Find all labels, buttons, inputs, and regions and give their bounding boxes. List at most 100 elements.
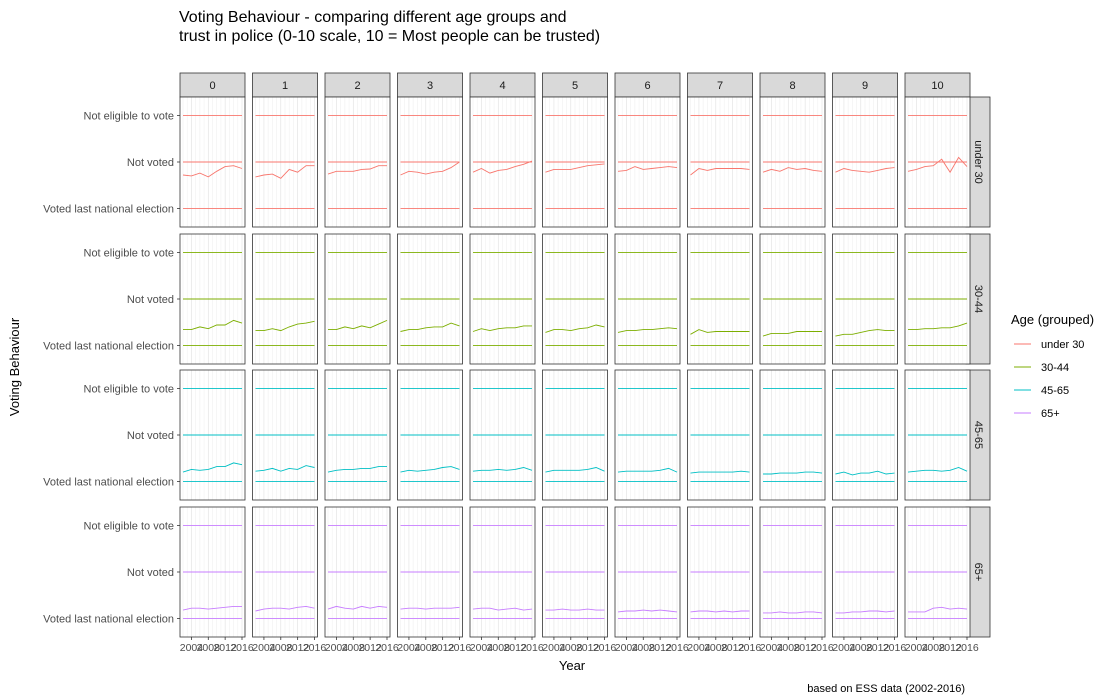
x-tick-label: 2016 xyxy=(303,642,327,654)
x-tick-label: 2012 xyxy=(431,642,455,654)
x-tick-label: 2008 xyxy=(777,642,801,654)
facet-strip-col xyxy=(542,72,608,98)
panel-border xyxy=(397,96,463,228)
facet-panel xyxy=(397,233,463,365)
facet-panel xyxy=(759,233,826,365)
panel-border xyxy=(832,506,898,638)
panel-border xyxy=(252,506,318,638)
legend-title: Age (grouped) xyxy=(1011,312,1094,327)
series-line-45-65 xyxy=(545,467,605,473)
series-line-under-30 xyxy=(690,168,750,176)
panel-border xyxy=(469,96,536,228)
y-tick-label: Not eligible to vote xyxy=(84,111,175,123)
panel-border xyxy=(252,369,318,501)
facet-strip-label: 7 xyxy=(717,80,723,92)
facet-panel xyxy=(832,369,898,501)
facet-panel xyxy=(614,506,681,638)
panel-border xyxy=(397,369,463,501)
facet-strip-label: 10 xyxy=(931,80,943,92)
facet-strip-label: 1 xyxy=(282,80,288,92)
facet-panel xyxy=(179,96,246,228)
panel-border xyxy=(397,506,463,638)
facet-panel xyxy=(324,506,391,638)
facet-panel xyxy=(759,369,826,501)
x-tick-label: 2004 xyxy=(542,642,566,654)
x-tick-label: 2008 xyxy=(487,642,511,654)
panel-border xyxy=(759,96,826,228)
facet-panel xyxy=(614,369,681,501)
x-tick-label: 2016 xyxy=(593,642,617,654)
facet-panel xyxy=(252,96,318,228)
facet-strip-col xyxy=(687,72,753,98)
series-line-45-65 xyxy=(907,467,968,473)
legend-label: 30-44 xyxy=(1041,362,1069,374)
facet-strip-label: 2 xyxy=(354,80,360,92)
panel-border xyxy=(324,506,391,638)
y-axis-title: Voting Behaviour xyxy=(7,317,22,416)
facet-panel xyxy=(542,233,608,365)
series-line-45-65 xyxy=(472,467,533,472)
facet-panel xyxy=(687,96,753,228)
panel-border xyxy=(469,506,536,638)
x-tick-label: 2016 xyxy=(520,642,544,654)
panel-border xyxy=(324,369,391,501)
facet-panel xyxy=(324,233,391,365)
facet-panel xyxy=(179,369,246,501)
y-tick-label: Not eligible to vote xyxy=(84,248,175,260)
x-tick-label: 2012 xyxy=(576,642,600,654)
x-tick-label: 2016 xyxy=(665,642,689,654)
facet-panel xyxy=(252,369,318,501)
facet-strip-label: 65+ xyxy=(972,563,984,582)
series-line-45-65 xyxy=(182,462,243,473)
x-tick-label: 2012 xyxy=(793,642,817,654)
series-line-30-44 xyxy=(762,331,822,337)
x-tick-label: 2008 xyxy=(704,642,728,654)
x-tick-label: 2008 xyxy=(559,642,583,654)
facet-strip-col xyxy=(179,72,246,98)
y-tick-label: Not eligible to vote xyxy=(84,384,175,396)
panel-border xyxy=(614,96,681,228)
series-line-65plus xyxy=(545,608,605,611)
series-line-30-44 xyxy=(472,325,532,332)
series-line-65plus xyxy=(182,605,242,611)
facet-panel xyxy=(759,506,826,638)
panel-border xyxy=(397,233,463,365)
facet-strip-label: 8 xyxy=(789,80,795,92)
panel-border xyxy=(614,506,681,638)
series-line-under-30 xyxy=(472,160,533,174)
series-line-under-30 xyxy=(400,161,460,176)
x-tick-label: 2012 xyxy=(213,642,237,654)
legend-label: 65+ xyxy=(1041,408,1060,420)
x-tick-label: 2008 xyxy=(922,642,946,654)
x-tick-label: 2012 xyxy=(721,642,745,654)
facet-panel xyxy=(397,369,463,501)
facet-panel xyxy=(904,506,971,638)
x-tick-label: 2012 xyxy=(358,642,382,654)
x-tick-label: 2004 xyxy=(615,642,639,654)
legend-label: 45-65 xyxy=(1041,385,1069,397)
x-tick-label: 2004 xyxy=(832,642,856,654)
series-line-45-65 xyxy=(400,466,460,473)
series-line-30-44 xyxy=(545,324,605,333)
facet-panel xyxy=(252,233,318,365)
panel-border xyxy=(832,369,898,501)
series-line-30-44 xyxy=(690,329,750,335)
series-line-under-30 xyxy=(907,156,968,174)
panel-border xyxy=(904,96,971,228)
series-line-30-44 xyxy=(835,329,895,337)
facet-panel xyxy=(687,506,753,638)
facet-panel xyxy=(904,233,971,365)
x-axis-title: Year xyxy=(559,658,586,673)
series-line-45-65 xyxy=(327,466,387,473)
x-tick-label: 2008 xyxy=(197,642,221,654)
y-tick-label: Voted last national election xyxy=(43,203,174,215)
x-tick-label: 2016 xyxy=(955,642,979,654)
facet-strip-label: 45-65 xyxy=(972,421,984,449)
panel-border xyxy=(759,233,826,365)
series-line-30-44 xyxy=(328,319,388,331)
facet-panel xyxy=(759,96,826,228)
y-tick-label: Voted last national election xyxy=(43,613,174,625)
y-tick-label: Not voted xyxy=(127,294,174,306)
facet-panel xyxy=(542,369,608,501)
x-tick-label: 2004 xyxy=(760,642,784,654)
